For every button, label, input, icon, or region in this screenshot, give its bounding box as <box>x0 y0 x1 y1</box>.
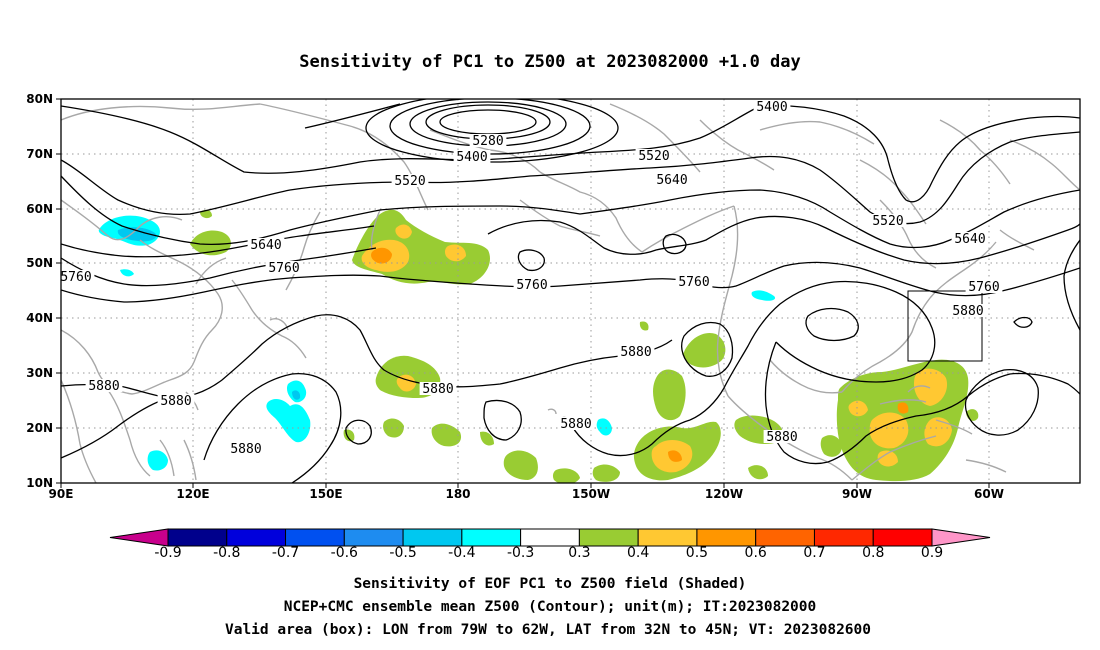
lon-tick-label: 90E <box>49 487 74 501</box>
colorbar-swatch <box>872 528 933 547</box>
lat-tick-label: 40N <box>26 311 53 325</box>
lat-tick-label: 20N <box>26 421 53 435</box>
colorbar-label: 0.3 <box>568 545 590 561</box>
lon-tick-label: 180 <box>445 487 470 501</box>
lat-tick-label: 10N <box>26 476 53 490</box>
colorbar-swatch <box>578 528 639 547</box>
contour-label: 5760 <box>968 280 999 295</box>
contour-label: 5640 <box>250 238 281 253</box>
lat-tick-label: 80N <box>26 92 53 106</box>
colorbar-label: -0.3 <box>507 545 534 561</box>
colorbar-swatch <box>696 528 757 547</box>
lon-tick-label: 150W <box>572 487 610 501</box>
colorbar-swatch <box>637 528 698 547</box>
colorbar-label: 0.7 <box>803 545 825 561</box>
contour-label: 5880 <box>230 442 261 457</box>
contour-label: 5880 <box>766 430 797 445</box>
contour-label: 5520 <box>638 149 669 164</box>
map-frame <box>60 98 1081 484</box>
colorbar-label: 0.9 <box>921 545 943 561</box>
colorbar-swatch <box>226 528 287 547</box>
lon-tick-label: 120E <box>176 487 209 501</box>
lat-tick-label: 30N <box>26 366 53 380</box>
contour-label: 5760 <box>60 270 91 285</box>
z500-contours <box>61 99 1080 483</box>
colorbar-label: -0.9 <box>154 545 181 561</box>
contour-label: 5760 <box>678 275 709 290</box>
lon-tick-label: 120W <box>705 487 743 501</box>
contour-label: 5880 <box>620 345 651 360</box>
colorbar-label: -0.8 <box>213 545 240 561</box>
colorbar-swatch <box>755 528 815 547</box>
lon-tick-label: 90W <box>842 487 872 501</box>
lon-tick-label: 150E <box>309 487 342 501</box>
lat-tick-label: 60N <box>26 202 53 216</box>
colorbar-swatch <box>402 528 463 547</box>
contour-label: 5520 <box>872 214 903 229</box>
map-panel: 5280540054005520552055205640564056405760… <box>60 98 1081 484</box>
colorbar-label: 0.6 <box>745 545 767 561</box>
colorbar: -0.9 -0.8 -0.7 -0.6 -0.5 -0.4 -0.3 0.3 0.4 0.5 0.6… <box>109 528 991 561</box>
caption-contour: NCEP+CMC ensemble mean Z500 (Contour); u… <box>284 599 817 615</box>
colorbar-label: -0.4 <box>448 545 475 561</box>
colorbar-label: 0.8 <box>862 545 884 561</box>
sensitivity-shading <box>98 209 979 483</box>
contour-label: 5280 <box>472 134 503 149</box>
colorbar-label: -0.7 <box>272 545 299 561</box>
contour-label: 5520 <box>394 174 425 189</box>
colorbar-label: -0.5 <box>389 545 416 561</box>
figure-title: Sensitivity of PC1 to Z500 at 2023082000… <box>299 52 801 72</box>
contour-label: 5880 <box>952 304 983 319</box>
contour-label: 5880 <box>88 379 119 394</box>
contour-labels: 5280540054005520552055205640564056405760… <box>60 100 1003 457</box>
colorbar-swatch <box>461 528 522 547</box>
colorbar-swatch <box>813 528 874 547</box>
map-axes: 90E 120E 150E 180 150W 120W 90W 60W 80N 70N 60N 50N… <box>26 92 1004 501</box>
lat-tick-label: 70N <box>26 147 53 161</box>
colorbar-arrow-high <box>931 528 991 547</box>
valid-area-box <box>907 290 983 362</box>
colorbar-swatch <box>343 528 404 547</box>
lon-tick-label: 60W <box>974 487 1004 501</box>
contour-label: 5640 <box>656 173 687 188</box>
colorbar-label: 0.5 <box>686 545 708 561</box>
caption-valid-area: Valid area (box): LON from 79W to 62W, L… <box>225 622 871 638</box>
contour-label: 5400 <box>756 100 787 115</box>
contour-label: 5640 <box>954 232 985 247</box>
colorbar-label: -0.6 <box>331 545 358 561</box>
contour-label: 5880 <box>160 394 191 409</box>
contour-label: 5760 <box>516 278 547 293</box>
contour-label: 5880 <box>560 417 591 432</box>
colorbar-swatch <box>285 528 345 547</box>
colorbar-arrow-low <box>109 528 169 547</box>
contour-label: 5400 <box>456 150 487 165</box>
contour-label: 5880 <box>422 382 453 397</box>
caption-shading: Sensitivity of EOF PC1 to Z500 field (Sh… <box>354 576 747 592</box>
colorbar-swatch <box>167 528 228 547</box>
lat-tick-label: 50N <box>26 256 53 270</box>
contour-label: 5760 <box>268 261 299 276</box>
colorbar-swatch <box>520 528 580 547</box>
colorbar-label: 0.4 <box>627 545 649 561</box>
